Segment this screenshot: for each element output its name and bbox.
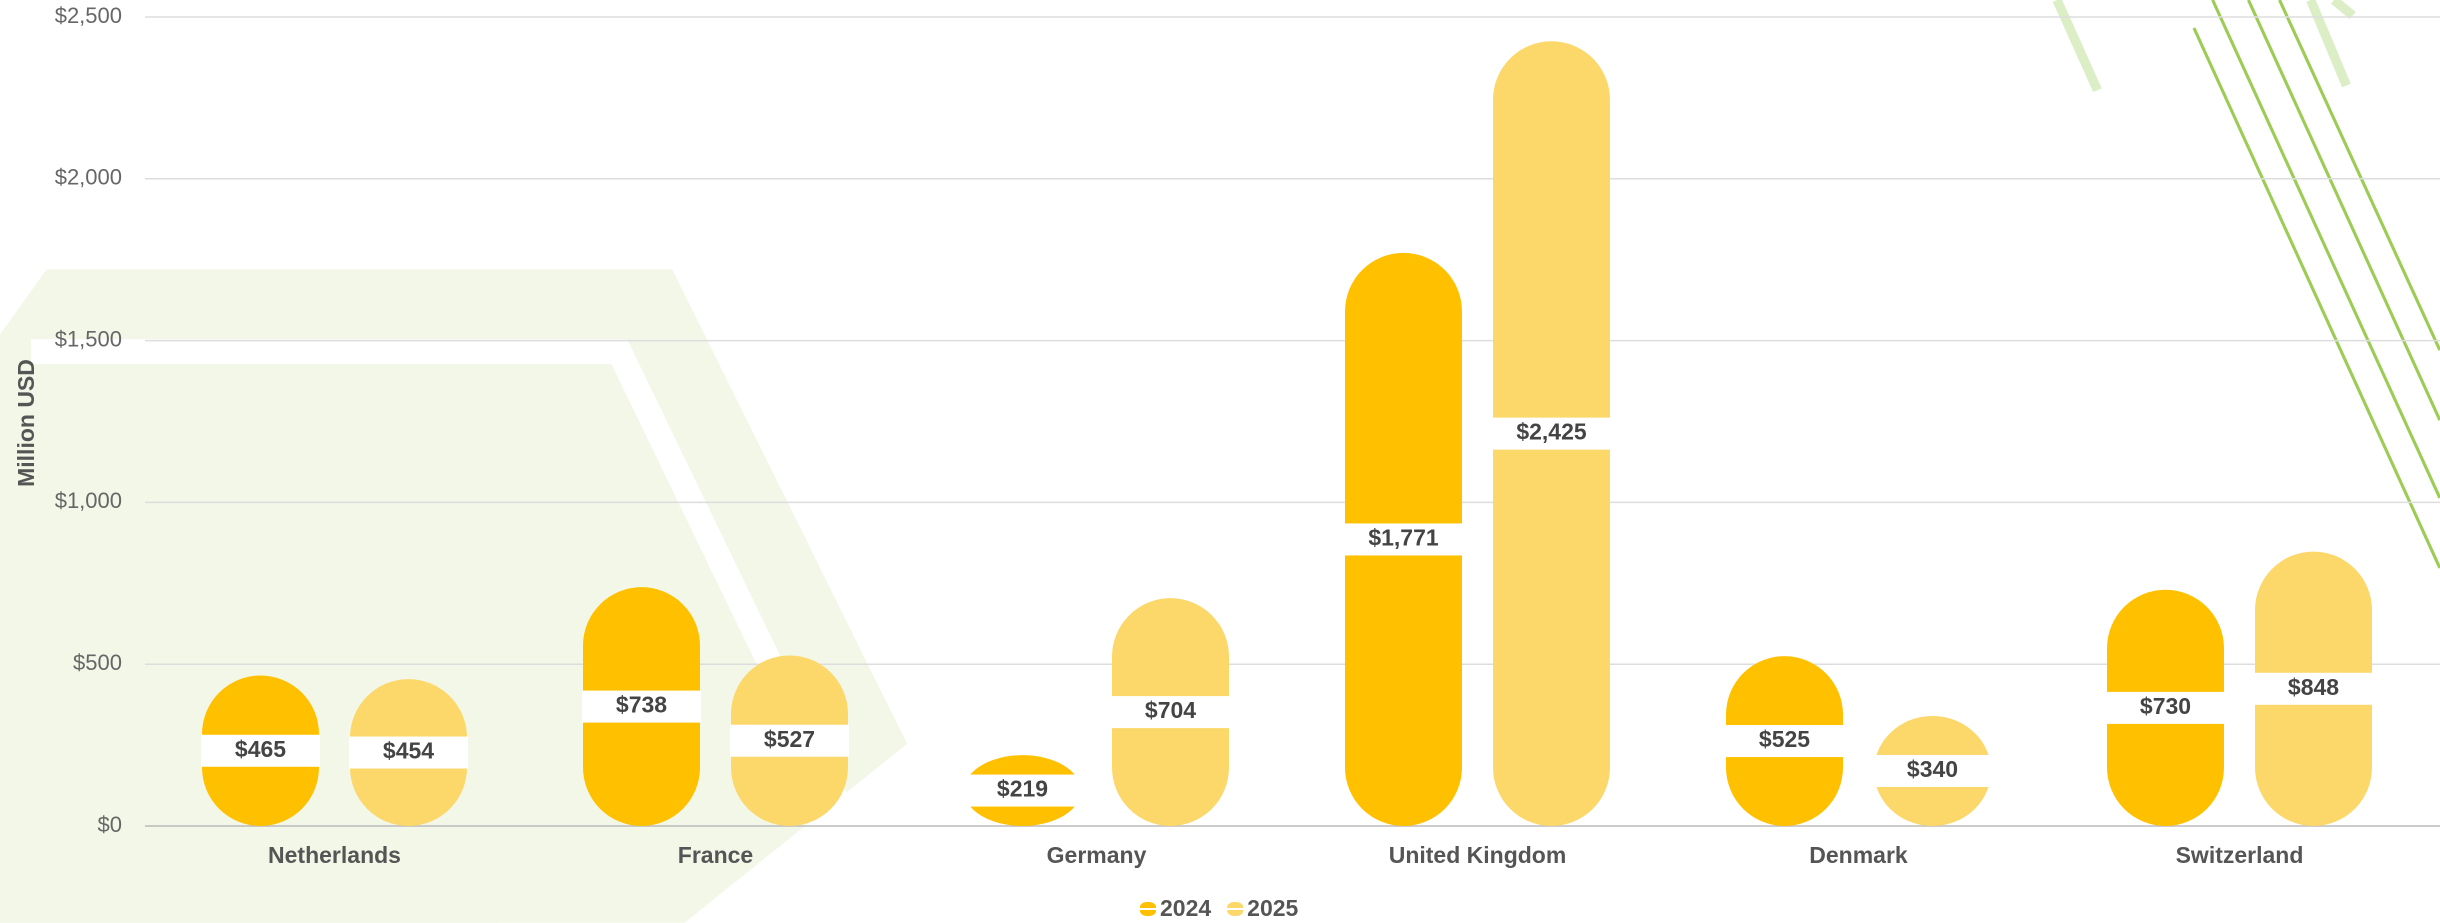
value-label: $2,425 [1516,419,1587,445]
value-label: $704 [1145,697,1196,723]
y-tick-label: $2,500 [55,3,122,28]
legend-swatch-gap [1140,908,1156,910]
legend-swatch-gap [1227,908,1244,910]
label-gap [1344,523,1463,556]
label-gap [582,690,701,723]
x-tick-label: Switzerland [2176,842,2304,868]
x-tick-label: Germany [1047,842,1147,868]
legend-label: 2024 [1160,895,1211,921]
label-gap [2254,672,2373,705]
value-label: $730 [2140,693,2191,719]
value-label: $219 [997,776,1048,802]
label-gap [1725,725,1844,758]
label-gap [201,734,320,767]
x-tick-label: Netherlands [268,842,401,868]
y-tick-label: $1,500 [55,326,122,351]
value-label: $527 [764,726,815,752]
value-label: $454 [383,738,434,764]
value-label: $1,771 [1368,525,1439,551]
label-gap [963,774,1082,807]
legend-label: 2025 [1247,895,1298,921]
y-tick-label: $1,000 [55,488,122,513]
x-tick-label: France [678,842,753,868]
y-tick-label: $0 [98,812,122,837]
x-tick-label: United Kingdom [1389,842,1567,868]
value-label: $848 [2288,674,2339,700]
value-label: $340 [1907,756,1958,782]
y-axis-title: Million USD [13,359,39,487]
y-tick-label: $2,000 [55,165,122,190]
y-tick-label: $500 [73,650,122,675]
value-label: $525 [1759,726,1810,752]
label-gap [1111,696,1230,729]
label-gap [1492,417,1611,450]
label-gap [349,736,468,769]
label-gap [730,724,849,757]
value-label: $465 [235,736,286,762]
x-tick-label: Denmark [1809,842,1908,868]
value-label: $738 [616,692,667,718]
label-gap [2106,691,2225,724]
label-gap [1873,754,1992,787]
